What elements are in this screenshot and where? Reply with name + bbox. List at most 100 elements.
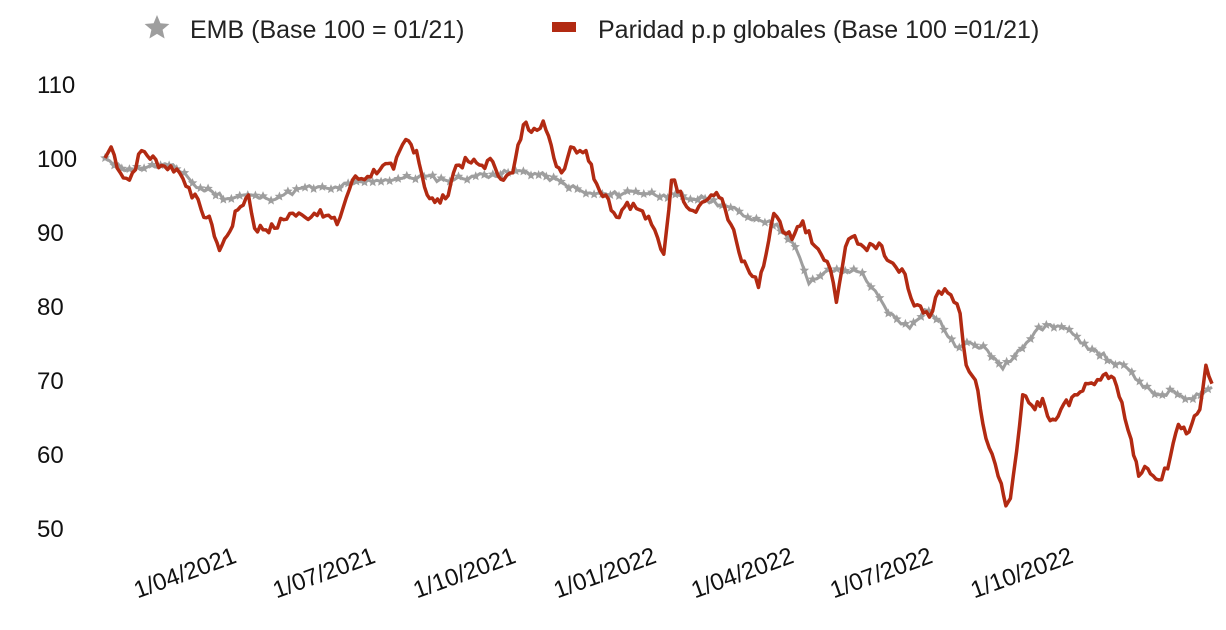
emb-point <box>195 183 206 193</box>
emb-point <box>1079 338 1090 348</box>
emb-point <box>541 171 551 181</box>
emb-point <box>751 213 762 223</box>
legend-marker-paridad <box>552 22 576 32</box>
plot-area <box>100 119 1214 508</box>
emb-point <box>1017 343 1027 353</box>
emb-point <box>258 191 268 201</box>
emb-point <box>883 308 894 318</box>
y-tick-label: 60 <box>37 442 64 469</box>
emb-point <box>266 195 276 205</box>
emb-point <box>410 174 421 184</box>
emb-point <box>203 183 213 193</box>
emb-point <box>334 183 345 193</box>
y-tick-label: 80 <box>37 294 64 321</box>
emb-point <box>970 340 980 350</box>
emb-point <box>235 190 245 200</box>
emb-point <box>605 190 616 199</box>
emb-point <box>1025 334 1036 343</box>
x-tick-label: 1/04/2022 <box>688 542 798 604</box>
x-tick-label: 1/07/2021 <box>269 542 379 604</box>
emb-point <box>479 169 489 179</box>
emb-point <box>1127 367 1137 377</box>
emb-point <box>670 189 681 199</box>
y-tick-label: 70 <box>37 368 64 395</box>
emb-point <box>931 314 942 324</box>
emb-point <box>743 212 753 222</box>
emb-point <box>359 177 370 187</box>
x-tick-label: 1/10/2022 <box>967 542 1077 604</box>
emb-point <box>908 317 919 327</box>
emb-point <box>117 163 127 173</box>
emb-point <box>994 358 1004 368</box>
emb-point <box>946 334 957 344</box>
emb-point <box>384 176 395 185</box>
emb-point <box>1110 359 1121 369</box>
emb-point <box>647 187 657 197</box>
emb-point <box>1180 394 1190 404</box>
emb-point <box>1087 344 1097 354</box>
emb-point <box>808 274 818 284</box>
legend-star-icon <box>144 15 170 39</box>
emb-point <box>526 170 536 180</box>
emb-point <box>1172 389 1183 399</box>
y-tick-label: 100 <box>37 146 77 173</box>
emb-point <box>436 173 446 183</box>
emb-point <box>556 176 566 186</box>
y-tick-label: 50 <box>37 516 64 543</box>
emb-point <box>986 351 997 361</box>
emb-point <box>954 342 965 352</box>
emb-point <box>210 190 221 200</box>
emb-point <box>572 184 583 194</box>
emb-point <box>693 194 703 204</box>
emb-point <box>631 186 641 196</box>
emb-point <box>857 267 868 277</box>
emb-point <box>1102 355 1113 365</box>
emb-point <box>518 166 529 176</box>
legend-label-paridad: Paridad p.p globales (Base 100 =01/21) <box>598 16 1039 44</box>
emb-point <box>581 188 591 198</box>
series-emb <box>100 153 1213 404</box>
emb-point <box>326 184 336 194</box>
emb-point <box>564 183 574 193</box>
emb-point <box>283 186 293 196</box>
emb-point <box>1064 324 1074 334</box>
emb-point <box>1157 390 1168 399</box>
emb-point <box>351 176 362 186</box>
emb-point <box>622 186 633 196</box>
emb-point <box>250 190 261 200</box>
series-emb-line <box>104 156 1213 401</box>
emb-point <box>1150 389 1160 399</box>
emb-point <box>866 282 876 291</box>
emb-point <box>179 167 190 177</box>
emb-point <box>1165 384 1175 394</box>
emb-point <box>726 202 736 212</box>
emb-point <box>708 195 719 205</box>
emb-point <box>639 188 649 198</box>
emb-point <box>1041 319 1052 329</box>
y-tick-label: 90 <box>37 220 64 247</box>
emb-point <box>187 178 198 187</box>
emb-point <box>874 292 885 302</box>
emb-point <box>1072 331 1082 341</box>
emb-point <box>1134 376 1145 386</box>
emb-point <box>799 265 810 275</box>
x-tick-label: 1/01/2022 <box>550 542 660 604</box>
emb-point <box>300 182 310 192</box>
emb-point <box>849 264 859 274</box>
emb-point <box>978 341 989 350</box>
emb-point <box>1009 351 1019 361</box>
emb-point <box>900 318 911 328</box>
x-tick-label: 1/10/2021 <box>410 542 520 604</box>
emb-point <box>760 217 770 227</box>
emb-point <box>308 183 319 193</box>
emb-point <box>427 170 438 180</box>
emb-point <box>462 174 472 184</box>
emb-point <box>1095 350 1105 360</box>
emb-point <box>453 171 464 181</box>
emb-point <box>1203 384 1213 394</box>
emb-point <box>139 163 149 173</box>
emb-point <box>1049 322 1059 332</box>
x-axis: 1/04/2021 1/07/2021 1/10/2021 1/01/2022 1/04… <box>130 542 1076 604</box>
emb-point <box>488 169 498 179</box>
emb-point <box>892 314 902 324</box>
